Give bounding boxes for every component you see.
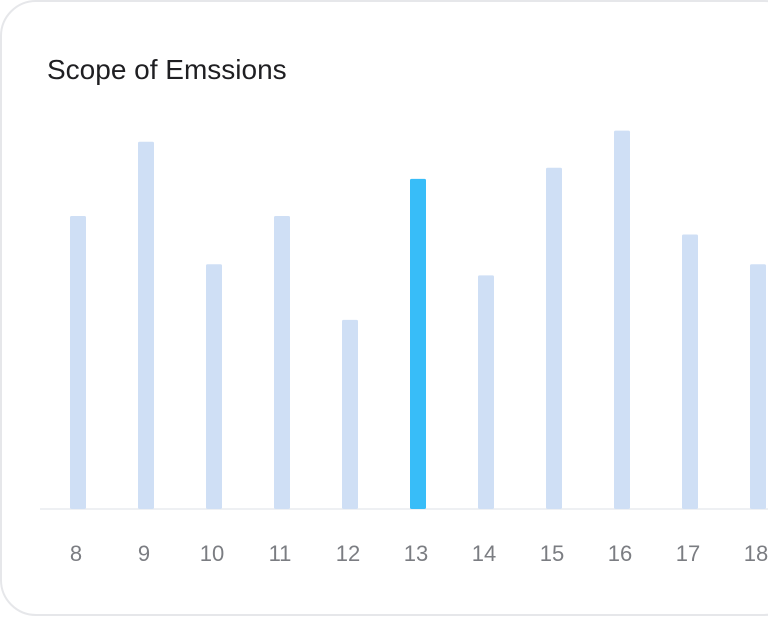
x-tick-label: 18 bbox=[744, 541, 768, 566]
x-tick-label: 9 bbox=[138, 541, 150, 566]
x-tick-label: 13 bbox=[404, 541, 428, 566]
x-tick-label: 16 bbox=[608, 541, 632, 566]
bars-group bbox=[70, 130, 766, 510]
x-tick-label: 12 bbox=[336, 541, 360, 566]
x-tick-labels: 8 9 10 11 12 13 14 15 16 17 18 bbox=[70, 541, 768, 566]
bar-11[interactable] bbox=[274, 215, 290, 509]
x-tick-label: 15 bbox=[540, 541, 564, 566]
x-tick-label: 17 bbox=[676, 541, 700, 566]
x-tick-label: 11 bbox=[269, 541, 292, 566]
bar-17[interactable] bbox=[682, 234, 698, 509]
card-title: Scope of Emssions bbox=[47, 54, 287, 85]
x-tick-label: 8 bbox=[70, 541, 82, 566]
bar-18[interactable] bbox=[750, 264, 766, 509]
bar-8[interactable] bbox=[70, 215, 86, 509]
bar-16[interactable] bbox=[614, 130, 630, 509]
bar-9[interactable] bbox=[138, 141, 154, 510]
x-tick-label: 10 bbox=[200, 541, 224, 566]
bar-14[interactable] bbox=[478, 275, 494, 509]
bar-13[interactable] bbox=[410, 178, 426, 509]
bar-15[interactable] bbox=[546, 167, 562, 509]
x-tick-label: 14 bbox=[472, 541, 496, 566]
bar-12[interactable] bbox=[342, 319, 358, 509]
bar-10[interactable] bbox=[206, 264, 222, 509]
